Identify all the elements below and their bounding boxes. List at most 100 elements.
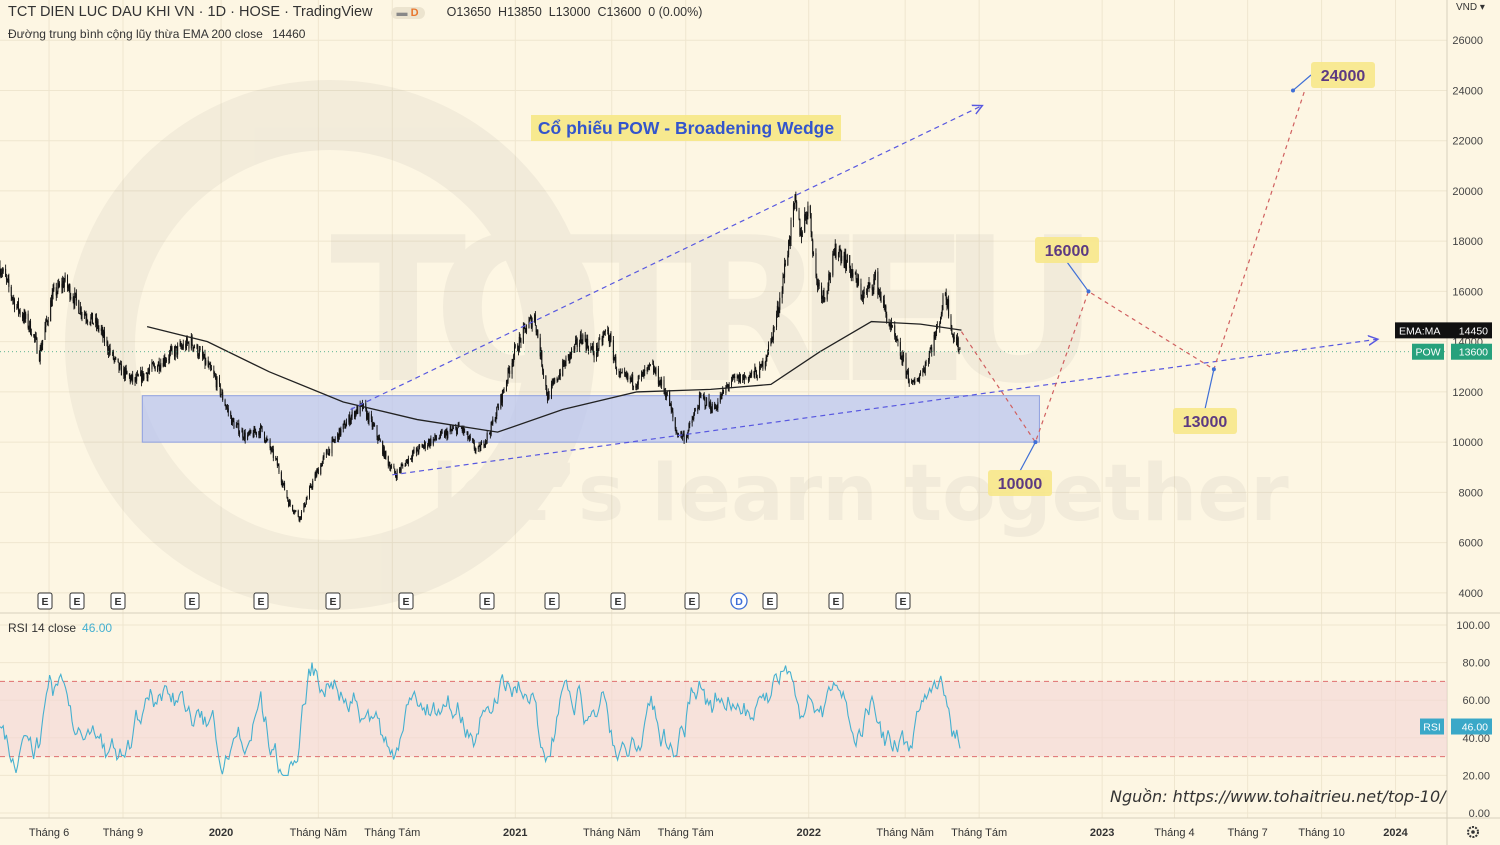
earnings-marker[interactable]: E <box>544 592 560 610</box>
candle-body <box>483 441 485 447</box>
indicator-legend[interactable]: Đường trung bình cộng lũy thừa EMA 200 c… <box>8 27 305 41</box>
candle-body <box>632 385 634 387</box>
candle-body <box>1 273 3 274</box>
candle <box>742 374 744 384</box>
earnings-marker[interactable]: E <box>895 592 911 610</box>
earnings-marker[interactable]: E <box>762 592 778 610</box>
candle <box>472 437 474 444</box>
candle <box>669 389 671 407</box>
candle-body <box>497 406 499 409</box>
candle-body <box>723 389 724 394</box>
candle <box>30 318 32 335</box>
candle <box>794 193 796 209</box>
candle-body <box>276 458 278 460</box>
candle <box>704 396 706 410</box>
candle <box>22 311 24 322</box>
candle <box>837 251 839 262</box>
candle <box>706 396 708 406</box>
candle-body <box>192 344 194 349</box>
candle <box>851 263 853 278</box>
candle-body <box>477 446 479 449</box>
candle <box>727 383 729 388</box>
open-value: 13650 <box>456 5 492 19</box>
target-label-text: 16000 <box>1045 243 1090 260</box>
candle <box>399 467 401 474</box>
candle <box>237 423 239 425</box>
earnings-marker[interactable]: E <box>684 592 700 610</box>
candle <box>75 289 77 306</box>
interval-badge[interactable]: ▬ D <box>390 7 425 19</box>
candle <box>542 368 544 379</box>
candle <box>394 468 396 475</box>
candle <box>469 433 471 441</box>
earnings-marker[interactable]: E <box>325 592 341 610</box>
candle <box>349 417 351 426</box>
x-tick-label: Tháng 6 <box>29 827 69 839</box>
earnings-marker[interactable]: E <box>184 592 200 610</box>
candle <box>929 347 931 354</box>
candle-body <box>753 371 755 375</box>
candle <box>956 334 958 346</box>
candle-body <box>405 461 407 466</box>
candle-body <box>140 371 142 382</box>
currency-selector[interactable]: VND ▾ <box>1456 2 1485 13</box>
rsi-last-marker: RSI 46.00 <box>1420 718 1492 735</box>
candle-body <box>334 438 336 442</box>
candle-body <box>366 413 368 419</box>
gear-icon[interactable] <box>1467 826 1479 838</box>
candle-body <box>552 381 554 383</box>
candle <box>698 391 700 411</box>
candle-body <box>480 444 482 451</box>
candle-body <box>196 345 198 348</box>
candle-body <box>293 512 295 514</box>
symbol-name[interactable]: TCT DIEN LUC DAU KHI VN <box>8 4 195 20</box>
candle <box>494 417 496 422</box>
candle <box>827 282 829 295</box>
target-label-10000: 10000 <box>988 440 1052 496</box>
candle <box>540 347 542 361</box>
candle <box>440 429 442 436</box>
candle-body <box>44 326 46 340</box>
earnings-marker[interactable]: E <box>828 592 844 610</box>
candle <box>923 365 925 373</box>
candle <box>917 377 919 382</box>
candle <box>258 430 260 439</box>
earnings-marker[interactable]: E <box>253 592 269 610</box>
earnings-marker[interactable]: E <box>479 592 495 610</box>
earnings-marker[interactable]: E <box>398 592 414 610</box>
rsi-legend[interactable]: RSI 14 close 46.00 <box>8 621 112 635</box>
candle-body <box>922 369 924 373</box>
earnings-marker[interactable]: E <box>37 592 53 610</box>
candle-body <box>366 408 368 419</box>
candle <box>587 334 589 349</box>
earnings-marker[interactable]: E <box>69 592 85 610</box>
candle-body <box>128 374 130 377</box>
rsi-band <box>0 681 1447 757</box>
earnings-marker[interactable]: E <box>610 592 626 610</box>
candle-body <box>919 372 921 376</box>
target-label-text: 24000 <box>1321 68 1366 85</box>
candle <box>520 337 522 349</box>
marker-circle <box>730 592 748 610</box>
candle-body <box>959 347 961 350</box>
marker-label: E <box>832 596 839 608</box>
candle <box>714 403 716 410</box>
earnings-marker[interactable]: E <box>110 592 126 610</box>
candle <box>931 344 933 357</box>
candle-body <box>840 250 842 261</box>
candle <box>468 435 470 440</box>
candle <box>10 284 12 302</box>
callout-dot <box>1033 440 1038 445</box>
candle-body <box>17 301 19 312</box>
candle-body <box>440 431 442 433</box>
interval[interactable]: 1D <box>207 4 227 20</box>
candle <box>638 374 640 380</box>
candle <box>671 406 673 413</box>
candle <box>513 353 515 367</box>
candle <box>485 440 487 445</box>
candle-body <box>912 380 914 383</box>
candle-body <box>11 296 13 299</box>
dividend-marker[interactable]: D <box>730 592 748 610</box>
candle <box>441 428 443 434</box>
